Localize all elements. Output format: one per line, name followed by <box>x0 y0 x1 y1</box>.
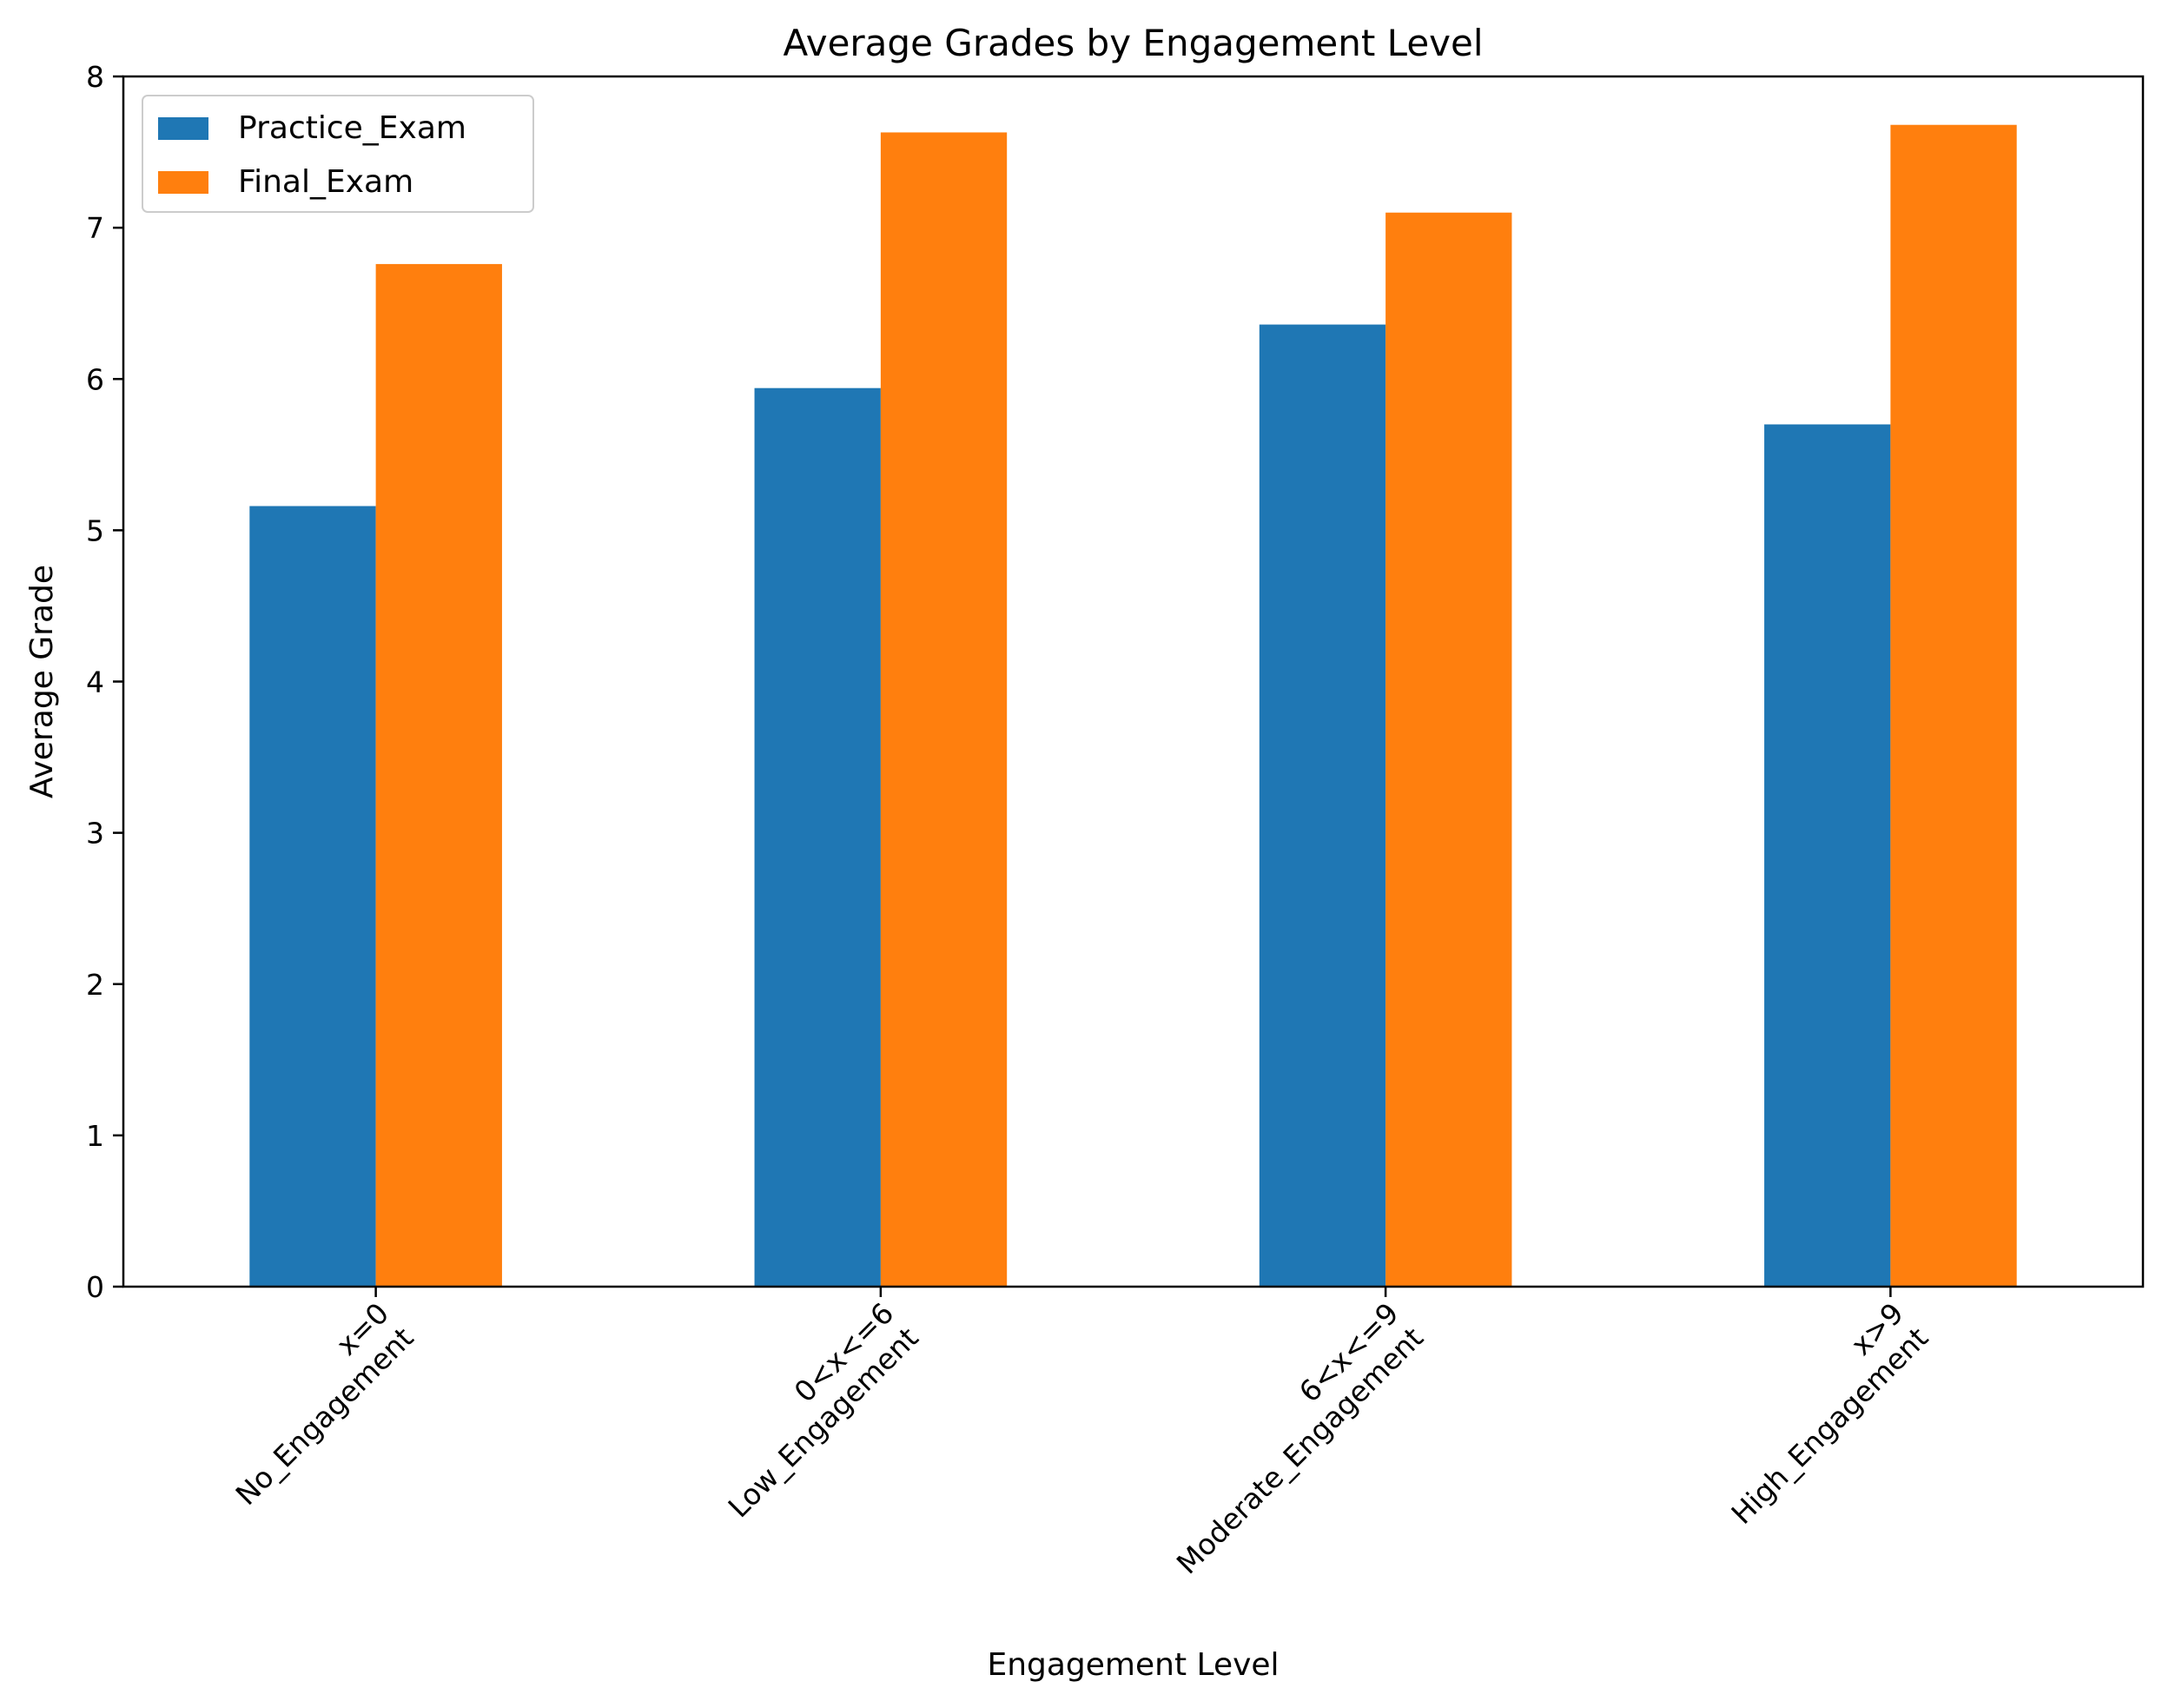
legend-box <box>142 95 534 213</box>
x-axis-title: Engagement Level <box>987 1647 1279 1683</box>
chart-title: Average Grades by Engagement Level <box>783 22 1483 64</box>
x-tick-label: x=0No_Engagement <box>229 1296 420 1512</box>
legend-swatch <box>158 117 208 140</box>
x-tick-label-line: No_Engagement <box>229 1321 420 1512</box>
legend: Practice_Exam Final_Exam <box>142 95 534 213</box>
legend-label: Practice_Exam <box>238 110 466 146</box>
y-tick-label: 5 <box>86 513 104 547</box>
y-axis-title: Average Grade <box>24 565 60 798</box>
y-tick-label: 8 <box>86 60 104 94</box>
bar-final-exam-0 <box>375 263 502 1287</box>
legend-label: Final_Exam <box>238 164 413 200</box>
y-tick-label: 6 <box>86 362 104 396</box>
plot-frame <box>122 75 2145 1288</box>
bar-final-exam-2 <box>1385 212 1512 1287</box>
bar-practice-exam-1 <box>754 387 881 1287</box>
bar-practice-exam-3 <box>1764 424 1891 1287</box>
y-tick-label: 4 <box>86 665 104 699</box>
bar-practice-exam-0 <box>249 506 376 1287</box>
y-axis-ticks: 0 1 2 3 4 5 6 7 8 <box>86 60 123 1304</box>
y-tick-label: 1 <box>86 1119 104 1153</box>
y-tick-label: 2 <box>86 968 104 1002</box>
y-tick-label: 0 <box>86 1270 104 1304</box>
bar-final-exam-1 <box>880 132 1008 1287</box>
bar-final-exam-3 <box>1890 124 2017 1288</box>
bar-practice-exam-2 <box>1259 324 1386 1288</box>
bars <box>249 124 2017 1288</box>
x-tick-label-line: Moderate_Engagement <box>1170 1321 1430 1580</box>
y-tick-label: 3 <box>86 817 104 851</box>
y-tick-label: 7 <box>86 211 104 245</box>
legend-swatch <box>158 171 208 194</box>
x-tick-label-line: High_Engagement <box>1724 1321 1934 1531</box>
